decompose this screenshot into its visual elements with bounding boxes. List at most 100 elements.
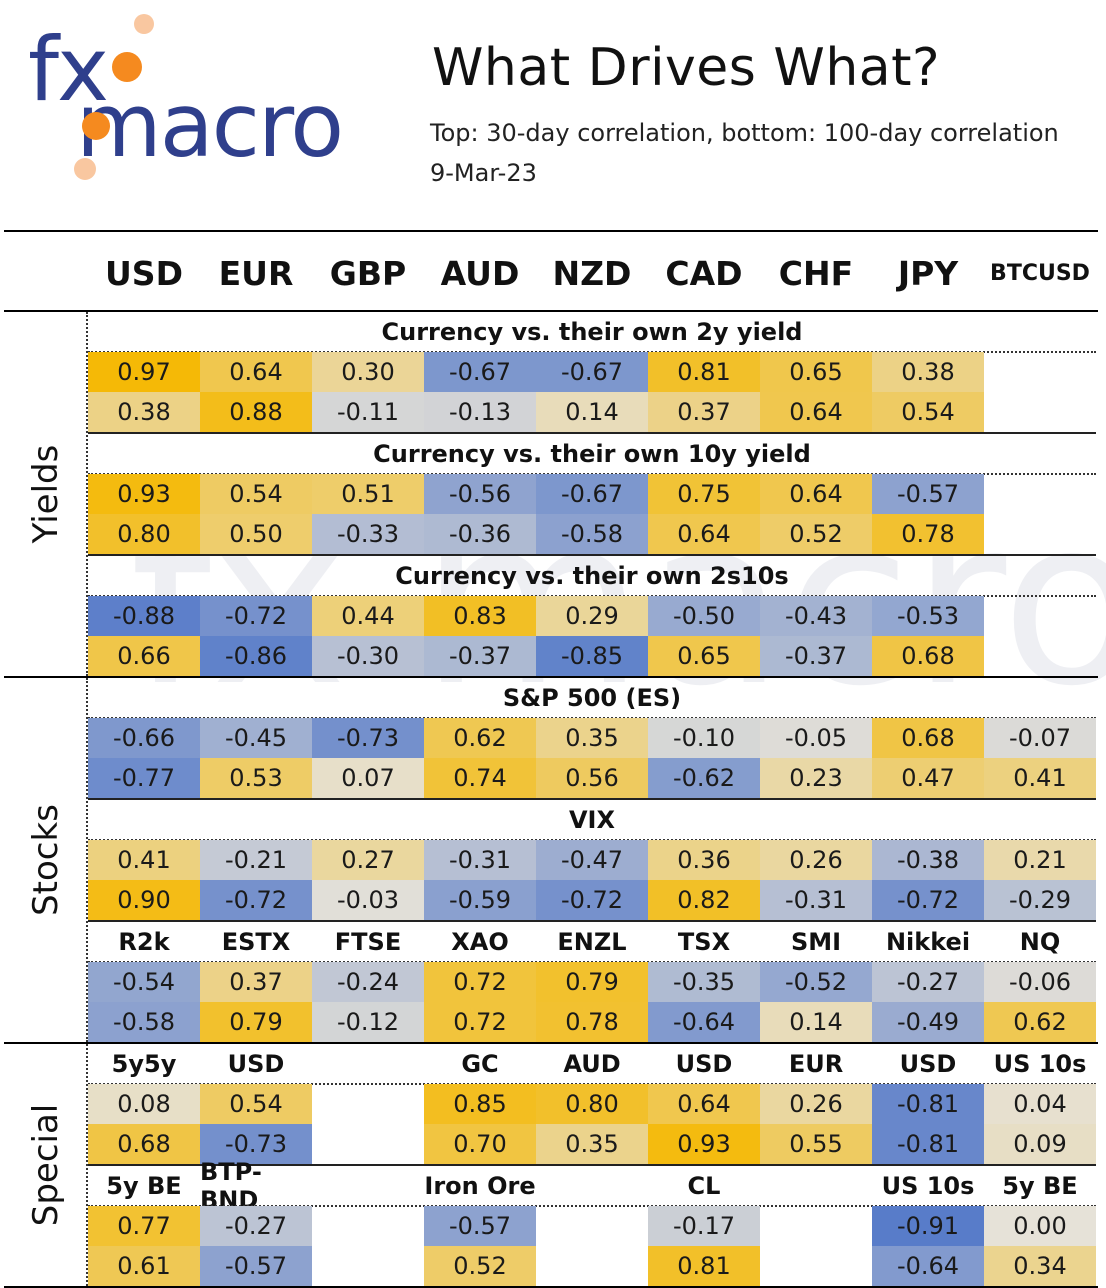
correlation-cell: -0.67 [536, 474, 648, 514]
correlation-cell: 0.80 [536, 1084, 648, 1124]
correlation-cell: 0.08 [88, 1084, 200, 1124]
group-label-text: Yields [26, 444, 66, 544]
section-title: Currency vs. their own 10y yield [373, 440, 811, 468]
section-sublabel: 5y5y [111, 1050, 177, 1078]
section-sublabel: USD [675, 1050, 733, 1078]
group-column-divider [86, 678, 88, 1042]
section-title: VIX [568, 806, 615, 834]
correlation-cell: 0.04 [984, 1084, 1096, 1124]
correlation-cell: -0.64 [872, 1246, 984, 1286]
correlation-cell: 0.52 [760, 514, 872, 554]
section-sublabel: ESTX [221, 928, 291, 956]
correlation-cell: -0.86 [200, 636, 312, 676]
correlation-cell: 0.51 [312, 474, 424, 514]
group-label-text: Stocks [26, 804, 66, 916]
page-subtitle: Top: 30-day correlation, bottom: 100-day… [430, 119, 1059, 147]
section-sublabel: Iron Ore [424, 1172, 536, 1200]
section-sublabel: ENZL [557, 928, 627, 956]
correlation-cell: 0.90 [88, 880, 200, 920]
correlation-cell: -0.59 [424, 880, 536, 920]
section-sublabel: SMI [790, 928, 842, 956]
correlation-cell: 0.47 [872, 758, 984, 798]
header-bottom-rule [4, 310, 1098, 312]
correlation-cell: -0.30 [312, 636, 424, 676]
correlation-cell: 0.72 [424, 1002, 536, 1042]
correlation-cell: -0.73 [312, 718, 424, 758]
correlation-cell: -0.77 [88, 758, 200, 798]
correlation-cell: -0.12 [312, 1002, 424, 1042]
group-column-divider [86, 1044, 88, 1286]
correlation-cell: 0.36 [648, 840, 760, 880]
column-header: GBP [329, 253, 407, 293]
correlation-cell: 0.41 [984, 758, 1096, 798]
correlation-cell: 0.21 [984, 840, 1096, 880]
correlation-cell: 0.85 [424, 1084, 536, 1124]
correlation-cell: -0.72 [872, 880, 984, 920]
section-sublabel: R2k [118, 928, 170, 956]
correlation-cell: -0.67 [536, 352, 648, 392]
section-sublabel: USD [899, 1050, 957, 1078]
correlation-cell: 0.37 [648, 392, 760, 432]
correlation-cell: -0.64 [648, 1002, 760, 1042]
correlation-cell: 0.54 [872, 392, 984, 432]
correlation-cell: 0.93 [88, 474, 200, 514]
section-sublabel: BTP-BND [200, 1158, 262, 1214]
section-title: Currency vs. their own 2s10s [395, 562, 789, 590]
correlation-cell: 0.54 [200, 1084, 312, 1124]
correlation-cell: 0.27 [312, 840, 424, 880]
logo-dot [134, 14, 154, 34]
section-sublabel: 5y BE [1002, 1172, 1078, 1200]
correlation-cell: 0.62 [424, 718, 536, 758]
page-title: What Drives What? [432, 38, 941, 98]
correlation-cell: 0.64 [760, 392, 872, 432]
section-sublabel: TSX [677, 928, 731, 956]
correlation-cell: 0.77 [88, 1206, 200, 1246]
correlation-cell: -0.58 [88, 1002, 200, 1042]
correlation-cell: -0.72 [200, 596, 312, 636]
section-sublabel: CL [687, 1172, 721, 1200]
correlation-cell: -0.53 [872, 596, 984, 636]
correlation-cell: 0.07 [312, 758, 424, 798]
correlation-cell: -0.33 [312, 514, 424, 554]
correlation-cell: 0.72 [424, 962, 536, 1002]
correlation-cell: -0.57 [872, 474, 984, 514]
correlation-cell: -0.57 [200, 1246, 312, 1286]
logo-dot [74, 158, 96, 180]
correlation-cell: 0.64 [648, 514, 760, 554]
correlation-cell: -0.43 [760, 596, 872, 636]
column-header: BTCUSD [990, 260, 1090, 286]
correlation-cell: 0.29 [536, 596, 648, 636]
correlation-cell: 0.54 [200, 474, 312, 514]
correlation-cell: 0.37 [200, 962, 312, 1002]
correlation-cell: -0.66 [88, 718, 200, 758]
column-header: CHF [778, 253, 854, 293]
correlation-cell: 0.23 [760, 758, 872, 798]
section-divider [88, 554, 1096, 556]
section-divider [88, 432, 1096, 434]
section-divider [88, 1164, 1096, 1166]
correlation-cell: -0.72 [200, 880, 312, 920]
correlation-cell: -0.38 [872, 840, 984, 880]
section-sublabel: FTSE [334, 928, 402, 956]
section-sublabel: GC [461, 1050, 499, 1078]
correlation-cell: 0.88 [200, 392, 312, 432]
correlation-cell: 0.41 [88, 840, 200, 880]
correlation-cell: -0.57 [424, 1206, 536, 1246]
correlation-cell: 0.75 [648, 474, 760, 514]
correlation-cell: -0.62 [648, 758, 760, 798]
correlation-cell: -0.17 [648, 1206, 760, 1246]
section-sublabel: USD [227, 1050, 285, 1078]
correlation-cell: 0.64 [648, 1084, 760, 1124]
correlation-cell: 0.74 [424, 758, 536, 798]
section-sublabel: Nikkei [885, 928, 971, 956]
correlation-cell: -0.58 [536, 514, 648, 554]
group-label-text: Special [26, 1103, 66, 1227]
logo-fx-text: fx [28, 18, 109, 121]
correlation-cell: 0.62 [984, 1002, 1096, 1042]
correlation-cell: 0.35 [536, 1124, 648, 1164]
table-top-rule [4, 230, 1098, 232]
section-title: Currency vs. their own 2y yield [381, 318, 803, 346]
correlation-cell: 0.79 [536, 962, 648, 1002]
correlation-cell: -0.35 [648, 962, 760, 1002]
correlation-cell: -0.03 [312, 880, 424, 920]
